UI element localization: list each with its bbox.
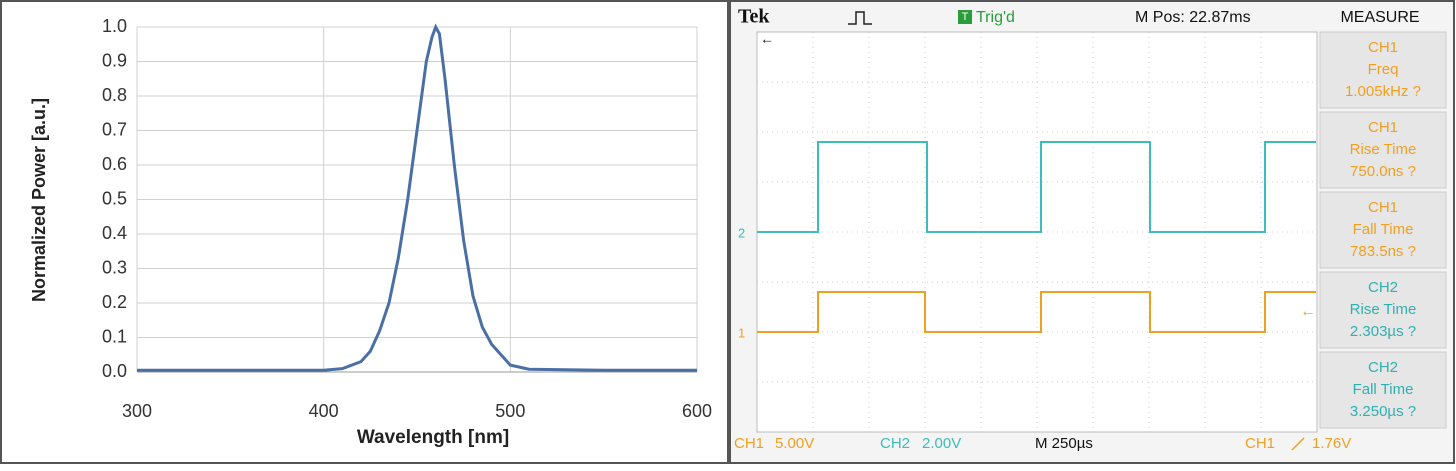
y-tick-label: 0.0 — [102, 361, 127, 381]
ch1-marker: 1 — [738, 325, 745, 340]
measure-name: Fall Time — [1353, 221, 1414, 238]
measure-box — [1319, 111, 1447, 189]
measure-box — [1319, 191, 1447, 269]
measure-box — [1319, 31, 1447, 109]
trigger-channel: CH1 — [1245, 435, 1275, 452]
measure-value: 750.0ns ? — [1350, 163, 1416, 180]
measure-name: Rise Time — [1350, 141, 1417, 158]
spectrum-line — [137, 23, 697, 372]
ch2-waveform — [757, 141, 1316, 233]
measure-channel: CH1 — [1368, 39, 1398, 56]
ch1-label: CH1 — [734, 435, 764, 452]
x-axis-label: Wavelength [nm] — [357, 427, 509, 448]
y-tick-label: 0.5 — [102, 188, 127, 208]
position: M Pos: 22.87ms — [1135, 9, 1251, 26]
measure-channel: CH2 — [1368, 359, 1398, 376]
x-tick-label: 600 — [682, 401, 712, 421]
measure-channel: CH1 — [1368, 199, 1398, 216]
acq-icon — [848, 11, 872, 25]
y-tick-label: 0.3 — [102, 257, 127, 277]
scope-brand: Tek — [738, 6, 770, 28]
measure-value: 783.5ns ? — [1350, 243, 1416, 260]
slope-icon — [1291, 437, 1305, 451]
measure-channel: CH1 — [1368, 119, 1398, 136]
timebase: M 250µs — [1035, 435, 1093, 452]
trigger-arrow: ← — [760, 31, 774, 47]
ch2-scale: 2.00V — [922, 435, 961, 452]
y-axis-label: Normalized Power [a.u.] — [29, 98, 49, 302]
trigger-level: 1.76V — [1312, 435, 1351, 452]
y-tick-label: 1.0 — [102, 16, 127, 36]
y-tick-label: 0.4 — [102, 223, 127, 243]
measure-name: Freq — [1368, 61, 1399, 78]
measure-box — [1319, 351, 1447, 429]
y-tick-label: 0.9 — [102, 50, 127, 70]
measure-name: Fall Time — [1353, 381, 1414, 398]
y-tick-label: 0.6 — [102, 154, 127, 174]
measure-name: Rise Time — [1350, 301, 1417, 318]
measure-box — [1319, 271, 1447, 349]
y-tick-label: 0.2 — [102, 292, 127, 312]
measure-value: 1.005kHz ? — [1345, 83, 1421, 100]
trigger-level-arrow: ← — [1300, 303, 1316, 320]
x-tick-label: 300 — [122, 401, 152, 421]
left-panel — [0, 0, 729, 464]
y-tick-label: 0.7 — [102, 119, 127, 139]
measure-channel: CH2 — [1368, 279, 1398, 296]
x-tick-label: 500 — [495, 401, 525, 421]
ch2-marker: 2 — [738, 225, 745, 240]
trigger-icon-box — [958, 10, 972, 24]
y-tick-label: 0.1 — [102, 326, 127, 346]
trigger-status: Trig'd — [976, 9, 1015, 26]
ch2-label: CH2 — [880, 435, 910, 452]
ch1-waveform — [757, 291, 1316, 333]
measure-value: 2.303µs ? — [1350, 323, 1416, 340]
measure-value: 3.250µs ? — [1350, 403, 1416, 420]
trigger-icon: T — [962, 11, 969, 23]
ch1-scale: 5.00V — [775, 435, 814, 452]
menu-title: MEASURE — [1340, 9, 1419, 26]
y-tick-label: 0.8 — [102, 85, 127, 105]
x-tick-label: 400 — [309, 401, 339, 421]
